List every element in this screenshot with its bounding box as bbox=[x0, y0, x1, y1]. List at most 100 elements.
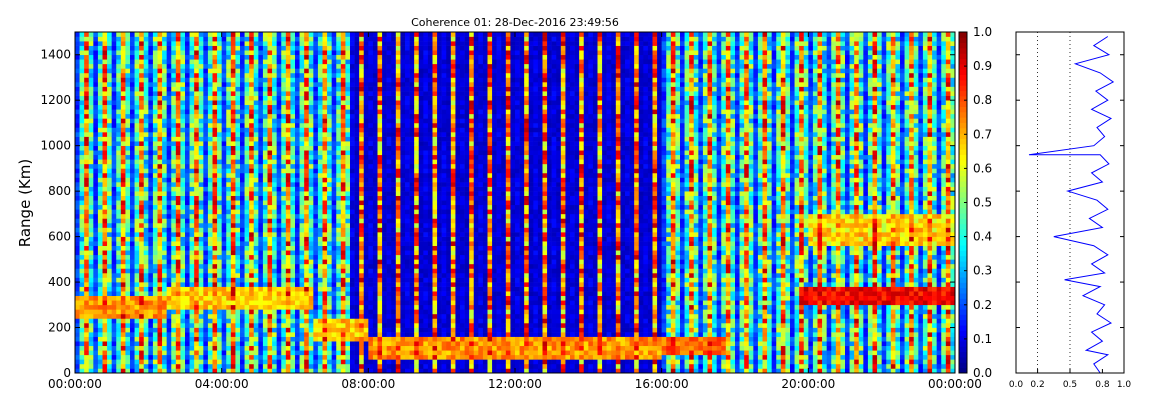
heatmap-cell bbox=[88, 109, 94, 115]
heatmap-cell bbox=[148, 291, 154, 297]
heatmap-cell bbox=[372, 268, 378, 274]
heatmap-cell bbox=[290, 77, 296, 83]
heatmap-cell bbox=[203, 82, 209, 87]
heatmap-cell bbox=[217, 59, 222, 65]
heatmap-cell bbox=[185, 191, 190, 196]
heatmap-cell bbox=[207, 163, 213, 169]
heatmap-cell bbox=[171, 368, 177, 374]
heatmap-cell bbox=[157, 59, 163, 65]
heatmap-cell bbox=[212, 318, 218, 324]
heatmap-cell bbox=[354, 50, 360, 56]
heatmap-cell bbox=[295, 250, 300, 256]
heatmap-cell bbox=[262, 132, 268, 137]
heatmap-cell bbox=[331, 250, 337, 256]
heatmap-cell bbox=[276, 359, 282, 365]
heatmap-cell bbox=[368, 77, 374, 83]
heatmap-cell bbox=[253, 177, 259, 183]
heatmap-cell bbox=[162, 368, 167, 374]
heatmap-cell bbox=[290, 177, 296, 183]
heatmap-cell bbox=[230, 104, 236, 110]
heatmap-cell bbox=[235, 168, 241, 174]
heatmap-cell bbox=[258, 136, 264, 142]
heatmap-cell bbox=[244, 291, 250, 297]
heatmap-cell bbox=[93, 59, 99, 65]
heatmap-cell bbox=[75, 213, 80, 219]
heatmap-cell bbox=[249, 286, 255, 292]
heatmap-cell bbox=[226, 68, 232, 74]
heatmap-cell bbox=[130, 41, 135, 46]
heatmap-cell bbox=[198, 182, 204, 187]
heatmap-cell bbox=[359, 68, 365, 74]
heatmap-cell bbox=[198, 363, 204, 369]
heatmap-cell bbox=[267, 241, 273, 246]
heatmap-cell bbox=[152, 322, 158, 328]
heatmap-cell bbox=[267, 359, 273, 365]
heatmap-cell bbox=[336, 186, 342, 192]
heatmap-cell bbox=[359, 132, 365, 137]
heatmap-cell bbox=[285, 186, 291, 192]
heatmap-cell bbox=[299, 154, 305, 160]
heatmap-cell bbox=[203, 332, 209, 337]
heatmap-cell bbox=[207, 327, 213, 333]
heatmap-cell bbox=[304, 191, 310, 196]
heatmap-cell bbox=[120, 236, 126, 242]
heatmap-cell bbox=[276, 159, 282, 165]
heatmap-cell bbox=[267, 132, 273, 137]
heatmap-cell bbox=[189, 63, 195, 69]
heatmap-cell bbox=[102, 259, 108, 265]
heatmap-cell bbox=[322, 227, 328, 233]
heatmap-cell bbox=[377, 222, 383, 228]
heatmap-cell bbox=[308, 282, 314, 287]
heatmap-cell bbox=[295, 259, 300, 265]
heatmap-cell bbox=[340, 213, 346, 219]
heatmap-cell bbox=[75, 304, 80, 310]
heatmap-cell bbox=[363, 59, 369, 65]
heatmap-cell bbox=[130, 109, 135, 115]
heatmap-cell bbox=[359, 259, 365, 265]
heatmap-cell bbox=[212, 177, 218, 183]
heatmap-cell bbox=[198, 86, 204, 92]
heatmap-cell bbox=[240, 191, 245, 196]
heatmap-cell bbox=[212, 345, 218, 351]
heatmap-cell bbox=[203, 45, 209, 51]
heatmap-cell bbox=[217, 186, 222, 192]
heatmap-cell bbox=[313, 150, 319, 156]
heatmap-cell bbox=[93, 136, 99, 142]
heatmap-cell bbox=[134, 309, 140, 315]
heatmap-cell bbox=[143, 63, 149, 69]
heatmap-cell bbox=[327, 32, 332, 37]
heatmap-cell bbox=[226, 32, 232, 37]
heatmap-cell bbox=[97, 136, 103, 142]
heatmap-cell bbox=[107, 32, 112, 37]
heatmap-cell bbox=[331, 145, 337, 151]
heatmap-cell bbox=[359, 318, 365, 324]
heatmap-cell bbox=[194, 118, 200, 124]
heatmap-cell bbox=[157, 145, 163, 151]
heatmap-cell bbox=[249, 200, 255, 206]
heatmap-cell bbox=[368, 222, 374, 228]
heatmap-cell bbox=[272, 104, 277, 110]
heatmap-cell bbox=[180, 295, 186, 301]
heatmap-cell bbox=[340, 354, 346, 360]
heatmap-cell bbox=[198, 291, 204, 297]
heatmap-cell bbox=[363, 36, 369, 42]
heatmap-cell bbox=[299, 163, 305, 169]
heatmap-cell bbox=[166, 195, 172, 201]
heatmap-cell bbox=[359, 163, 365, 169]
heatmap-cell bbox=[212, 309, 218, 315]
heatmap-cell bbox=[162, 232, 167, 237]
heatmap-cell bbox=[139, 327, 145, 333]
heatmap-cell bbox=[313, 82, 319, 87]
heatmap-cell bbox=[189, 350, 195, 356]
heatmap-cell bbox=[134, 282, 140, 287]
heatmap-cell bbox=[125, 91, 131, 96]
heatmap-cell bbox=[295, 341, 300, 347]
heatmap-cell bbox=[363, 282, 369, 287]
heatmap-cell bbox=[79, 359, 85, 365]
heatmap-cell bbox=[258, 232, 264, 237]
heatmap-cell bbox=[189, 218, 195, 224]
heatmap-cell bbox=[84, 277, 90, 283]
heatmap-cell bbox=[244, 145, 250, 151]
heatmap-cell bbox=[240, 236, 245, 242]
heatmap-cell bbox=[235, 150, 241, 156]
